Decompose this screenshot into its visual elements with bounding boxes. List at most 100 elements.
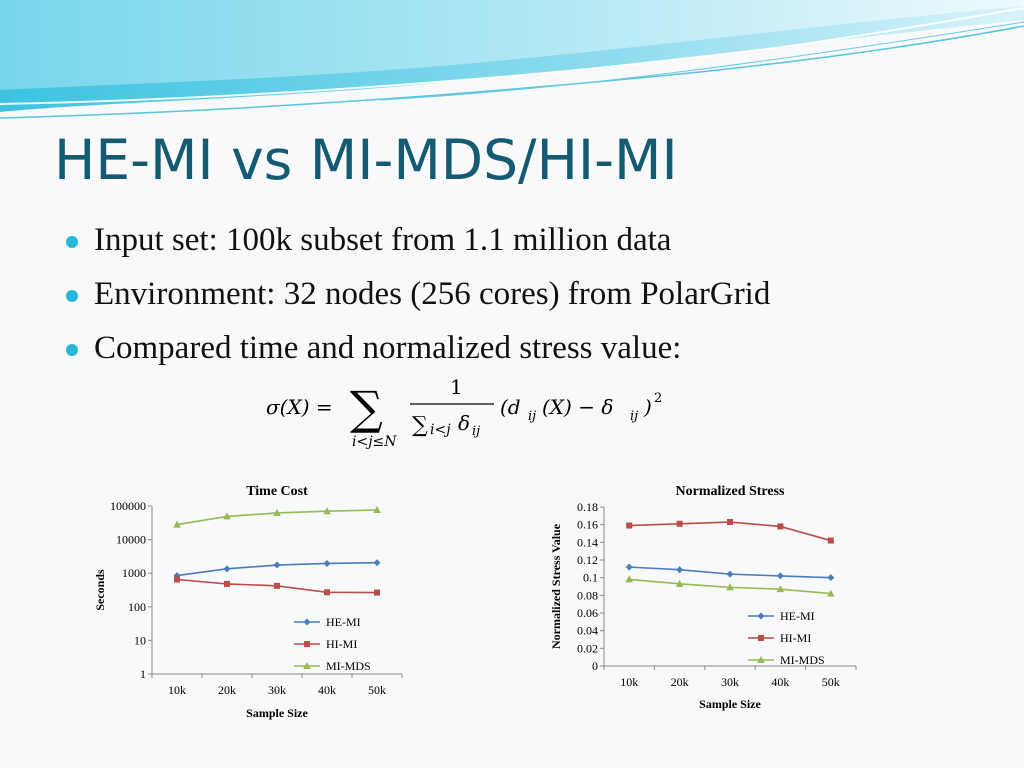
y-tick-label: 0	[592, 659, 598, 673]
legend-entry: MI-MDS	[748, 653, 825, 667]
data-point	[273, 561, 281, 569]
chart-title: Time Cost	[246, 484, 308, 499]
legend-label: HE-MI	[326, 615, 361, 629]
data-point	[776, 572, 784, 580]
y-tick-label: 100	[128, 600, 146, 614]
formula-rhs-open: (d	[500, 395, 521, 419]
series-he-mi	[625, 563, 835, 582]
formula-denominator-subscript: i<j	[430, 422, 451, 438]
stress-formula: σ(X) = ∑ i<j≤N 1 ∑ i<j δ ij (d ij (X) − …	[266, 375, 662, 450]
y-tick-label: 10000	[116, 533, 146, 547]
bullet-dot-icon	[66, 290, 78, 302]
bullet-item: Input set: 100k subset from 1.1 million …	[64, 222, 770, 276]
y-tick-label: 0.12	[577, 553, 598, 567]
legend-marker	[303, 618, 311, 626]
x-tick-label: 10k	[620, 675, 638, 689]
legend-entry: MI-MDS	[294, 659, 371, 673]
formula-rhs-mid: (X) − δ	[542, 395, 613, 419]
x-axis-label: Sample Size	[246, 706, 308, 720]
data-point	[726, 583, 734, 591]
bullet-list: Input set: 100k subset from 1.1 million …	[64, 222, 770, 384]
y-axis-label: Normalized Stress Value	[549, 523, 563, 649]
legend-label: MI-MDS	[780, 653, 825, 667]
data-point	[373, 559, 381, 567]
normalized-stress-chart: Normalized Stress 0 0.02 0.04 0.06 0.08 0.1 0.1…	[549, 484, 857, 711]
slide-title: HE-MI vs MI-MDS/HI-MI	[54, 128, 678, 192]
data-point	[676, 566, 684, 574]
data-point	[676, 520, 683, 527]
formula-fraction-denominator-sum: ∑	[412, 413, 428, 438]
formula-sum-symbol: ∑	[350, 381, 383, 435]
data-point	[675, 579, 684, 587]
time-cost-chart: Time Cost 1 10 100 1000 10000 100000 10k 20k 30k 4…	[93, 484, 403, 720]
data-point	[223, 565, 231, 573]
x-tick-label: 50k	[822, 675, 840, 689]
legend-entry: HE-MI	[748, 609, 815, 623]
legend-marker	[757, 612, 765, 620]
data-point	[726, 570, 734, 578]
data-point	[625, 575, 633, 583]
chart-title: Normalized Stress	[676, 484, 786, 499]
series-hi-mi	[174, 576, 380, 596]
legend-marker	[304, 641, 310, 647]
y-tick-label: 0.06	[577, 606, 598, 620]
legend-marker	[758, 635, 764, 641]
formula-fraction-numerator: 1	[450, 375, 463, 399]
data-point	[777, 523, 784, 530]
data-point	[173, 572, 181, 580]
legend-label: HE-MI	[780, 609, 815, 623]
series-mi-mds	[625, 575, 835, 597]
formula-rhs-delta-subscript: ij	[630, 409, 638, 424]
x-tick-label: 50k	[368, 683, 386, 697]
data-point	[776, 585, 785, 593]
data-point	[373, 506, 381, 514]
formula-denominator-delta-subscript: ij	[472, 424, 480, 439]
formula-rhs-power: 2	[654, 391, 662, 406]
bullet-text: Input set: 100k subset from 1.1 million …	[94, 222, 672, 258]
legend-label: HI-MI	[780, 631, 811, 645]
data-point	[727, 519, 733, 526]
formula-denominator-delta: δ	[458, 411, 470, 435]
x-tick-label: 10k	[168, 683, 186, 697]
x-tick-label: 40k	[318, 683, 336, 697]
y-tick-label: 100000	[110, 499, 146, 513]
header-wave-banner	[0, 0, 1024, 119]
x-tick-label: 20k	[218, 683, 236, 697]
legend-label: MI-MDS	[326, 659, 371, 673]
bullet-item: Compared time and normalized stress valu…	[64, 330, 770, 384]
data-point	[827, 537, 834, 544]
y-axis-label: Seconds	[93, 569, 107, 611]
y-tick-label: 1	[140, 667, 146, 681]
series-hi-mi	[626, 519, 834, 544]
series-he-mi	[173, 559, 381, 580]
y-tick-label: 0.18	[577, 500, 598, 514]
y-tick-label: 0.14	[577, 535, 598, 549]
data-point	[223, 512, 231, 520]
y-tick-label: 0.02	[577, 641, 598, 655]
data-point	[323, 559, 331, 567]
formula-lhs: σ(X) =	[266, 395, 333, 419]
legend-marker	[303, 662, 311, 669]
x-tick-label: 40k	[771, 675, 789, 689]
data-point	[173, 520, 181, 528]
data-point	[273, 508, 281, 516]
bullet-item: Environment: 32 nodes (256 cores) from P…	[64, 276, 770, 330]
legend-entry: HI-MI	[748, 631, 811, 645]
y-tick-label: 0.08	[577, 588, 598, 602]
data-point	[827, 589, 835, 597]
x-tick-label: 20k	[671, 675, 689, 689]
bullet-dot-icon	[66, 344, 78, 356]
legend-label: HI-MI	[326, 637, 357, 651]
legend-entry: HI-MI	[294, 637, 357, 651]
bullet-text: Environment: 32 nodes (256 cores) from P…	[94, 276, 771, 312]
data-point	[626, 522, 633, 529]
legend-marker	[757, 656, 765, 663]
x-tick-label: 30k	[721, 675, 739, 689]
data-point	[374, 589, 380, 596]
bullet-text: Compared time and normalized stress valu…	[94, 330, 682, 366]
data-point	[625, 563, 633, 571]
y-tick-label: 10	[134, 633, 146, 647]
data-point	[827, 574, 835, 582]
x-tick-label: 30k	[268, 683, 286, 697]
formula-sum-subscript: i<j≤N	[352, 434, 397, 450]
